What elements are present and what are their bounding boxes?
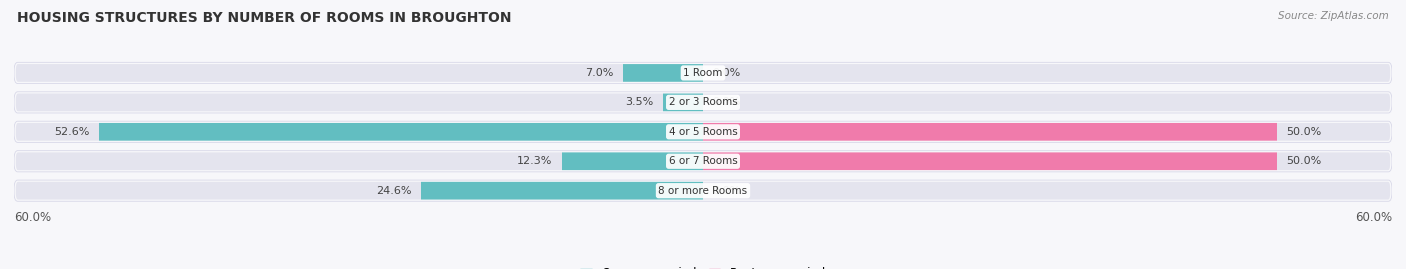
Text: 50.0%: 50.0%: [1286, 127, 1322, 137]
Text: 24.6%: 24.6%: [375, 186, 412, 196]
Text: 6 or 7 Rooms: 6 or 7 Rooms: [669, 156, 737, 166]
Text: HOUSING STRUCTURES BY NUMBER OF ROOMS IN BROUGHTON: HOUSING STRUCTURES BY NUMBER OF ROOMS IN…: [17, 11, 512, 25]
FancyBboxPatch shape: [14, 151, 1392, 172]
Text: 60.0%: 60.0%: [1355, 211, 1392, 224]
Text: 0.0%: 0.0%: [713, 186, 741, 196]
Text: 60.0%: 60.0%: [14, 211, 51, 224]
Text: 3.5%: 3.5%: [626, 97, 654, 107]
Text: 8 or more Rooms: 8 or more Rooms: [658, 186, 748, 196]
Text: 12.3%: 12.3%: [517, 156, 553, 166]
Text: 4 or 5 Rooms: 4 or 5 Rooms: [669, 127, 737, 137]
FancyBboxPatch shape: [14, 180, 1392, 201]
Legend: Owner-occupied, Renter-occupied: Owner-occupied, Renter-occupied: [575, 263, 831, 269]
Text: 52.6%: 52.6%: [55, 127, 90, 137]
Text: 1 Room: 1 Room: [683, 68, 723, 78]
Bar: [98, 121, 703, 142]
Bar: [662, 92, 703, 113]
Bar: [420, 180, 703, 201]
FancyBboxPatch shape: [14, 121, 1392, 142]
Text: 0.0%: 0.0%: [713, 97, 741, 107]
Text: 2 or 3 Rooms: 2 or 3 Rooms: [669, 97, 737, 107]
Text: 7.0%: 7.0%: [585, 68, 613, 78]
Text: 50.0%: 50.0%: [1286, 156, 1322, 166]
Bar: [562, 151, 703, 172]
Bar: [623, 62, 703, 84]
FancyBboxPatch shape: [14, 62, 1392, 84]
FancyBboxPatch shape: [14, 92, 1392, 113]
Text: 0.0%: 0.0%: [713, 68, 741, 78]
Text: Source: ZipAtlas.com: Source: ZipAtlas.com: [1278, 11, 1389, 21]
Bar: [703, 121, 1277, 142]
Bar: [703, 151, 1277, 172]
